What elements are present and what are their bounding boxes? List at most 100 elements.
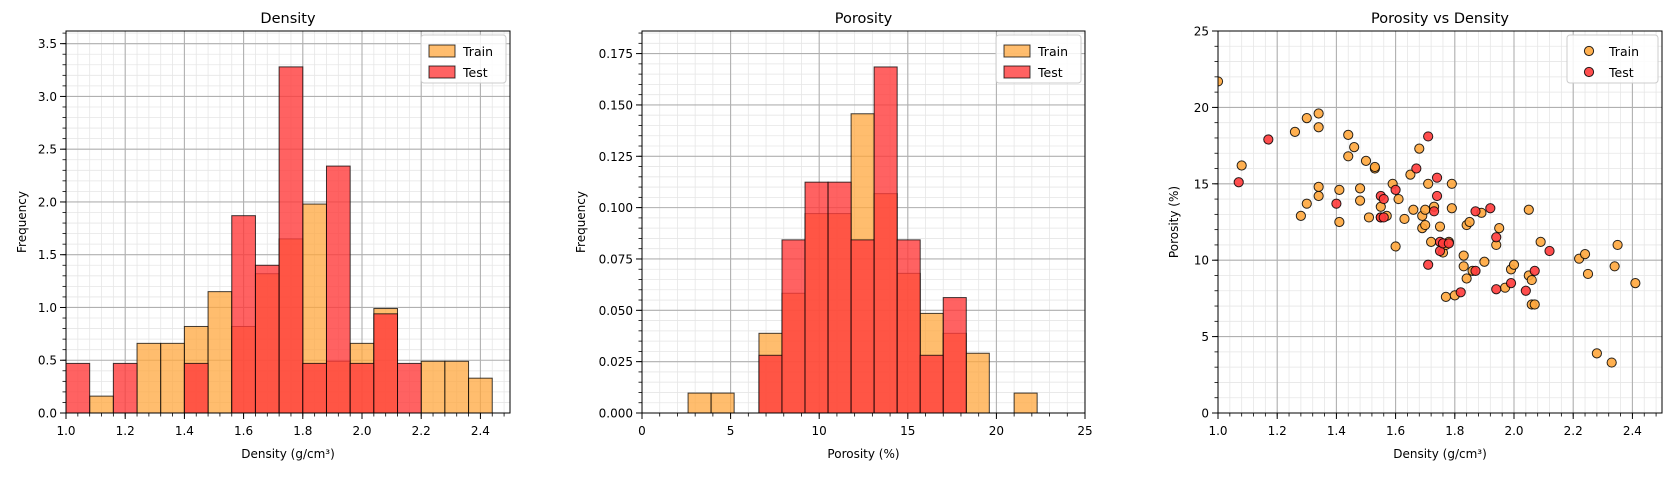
y-tick-label: 0.0 (38, 407, 57, 421)
test-legend-label: Test (462, 65, 488, 80)
x-tick-label: 2.0 (352, 424, 371, 438)
train-bar-11 (965, 352, 990, 413)
test-point-11 (1428, 206, 1440, 217)
y-axis-label: Frequency (15, 191, 29, 253)
y-axis-label: Porosity (%) (1167, 186, 1181, 258)
axes-frame (641, 30, 1086, 414)
train-point-35 (1423, 178, 1434, 189)
x-tick-label: 5 (727, 424, 735, 438)
train-point-68 (1591, 348, 1602, 359)
test-point-10 (1423, 259, 1434, 270)
x-tick-label: 25 (1077, 424, 1092, 438)
chart-title: Porosity (835, 11, 893, 27)
test-point-20 (1470, 265, 1481, 276)
train-legend-label: Train (462, 44, 493, 59)
test-bar-4 (850, 239, 875, 413)
train-point-11 (1334, 184, 1345, 196)
test-bar-6 (302, 362, 327, 413)
test-point-24 (1505, 278, 1517, 289)
train-legend-swatch (428, 44, 456, 58)
test-bar-5 (278, 66, 304, 413)
test-bar-9 (373, 313, 399, 413)
y-tick-label: 0.025 (599, 355, 633, 369)
test-bar-10 (397, 362, 422, 413)
y-tick-label: 10 (1194, 254, 1209, 268)
train-legend-label: Train (1608, 44, 1639, 59)
train-bar-0 (687, 392, 712, 413)
test-bar-7 (325, 165, 351, 413)
test-point-23 (1491, 232, 1502, 243)
test-bar-4 (254, 264, 280, 413)
x-axis-label: Density (g/cm³) (1393, 447, 1487, 461)
test-bar-0 (758, 354, 783, 413)
y-tick-label: 1.0 (38, 301, 57, 315)
y-tick-label: 25 (1194, 25, 1209, 39)
y-axis-label: Frequency (574, 191, 588, 253)
axes-frame (1217, 30, 1663, 414)
x-tick-label: 1.0 (1208, 424, 1227, 438)
test-bar-2 (804, 181, 829, 413)
y-tick-label: 1.5 (38, 248, 57, 262)
train-point-1 (1236, 160, 1247, 171)
train-point-18 (1363, 212, 1375, 223)
test-legend-swatch (1003, 65, 1031, 79)
train-point-3 (1295, 210, 1306, 221)
test-point-21 (1485, 203, 1496, 214)
y-tick-label: 0.100 (599, 201, 633, 215)
test-bar-0 (66, 362, 91, 413)
test-point-26 (1529, 265, 1540, 276)
train-point-20 (1369, 161, 1380, 173)
test-point-12 (1431, 190, 1443, 202)
test-point-5 (1378, 212, 1389, 223)
train-bar-4 (207, 291, 233, 413)
train-point-58 (1508, 259, 1520, 270)
train-point-30 (1414, 143, 1425, 154)
train-point-33 (1420, 219, 1431, 231)
test-bar-7 (919, 354, 944, 413)
train-point-72 (1630, 278, 1641, 289)
train-bar-2 (160, 342, 185, 413)
test-bar-6 (896, 239, 921, 413)
y-tick-label: 20 (1194, 101, 1209, 115)
train-point-46 (1458, 250, 1469, 261)
test-bar-1 (112, 362, 138, 413)
train-point-10 (1334, 216, 1345, 228)
train-bar-0 (89, 395, 114, 413)
train-point-4 (1301, 198, 1312, 209)
train-point-25 (1390, 241, 1401, 252)
train-legend-marker (1583, 45, 1595, 57)
train-point-28 (1405, 169, 1416, 180)
train-point-63 (1529, 299, 1540, 310)
train-point-12 (1343, 151, 1354, 162)
y-tick-label: 0.075 (599, 252, 633, 266)
y-tick-label: 0.150 (599, 98, 633, 112)
x-tick-label: 2.0 (1504, 424, 1523, 438)
x-tick-label: 1.8 (293, 424, 312, 438)
legend: Train Test (1566, 34, 1659, 84)
test-legend-label: Test (1037, 65, 1063, 80)
test-point-25 (1520, 285, 1531, 296)
data-marks (1218, 76, 1641, 368)
train-point-60 (1523, 204, 1534, 215)
test-point-18 (1455, 287, 1466, 298)
test-legend-marker (1583, 66, 1595, 78)
train-point-66 (1579, 248, 1591, 260)
y-tick-label: 0.175 (599, 47, 633, 61)
test-point-9 (1423, 131, 1434, 142)
x-tick-label: 2.2 (1564, 424, 1583, 438)
test-point-0 (1233, 177, 1244, 188)
train-point-34 (1420, 204, 1431, 215)
test-bar-8 (349, 362, 375, 413)
train-point-70 (1609, 261, 1620, 272)
test-point-7 (1390, 184, 1401, 196)
x-tick-label: 1.2 (116, 424, 135, 438)
train-legend-swatch (1003, 44, 1031, 58)
data-marks (687, 66, 1038, 413)
train-point-55 (1494, 223, 1505, 234)
test-point-22 (1491, 284, 1502, 295)
train-legend-label: Train (1037, 44, 1068, 59)
train-point-27 (1399, 213, 1410, 225)
porosity-vs-density-scatter-panel: 1.0 1.2 1.4 1.6 1.8 2.0 2.2 2.4 0 5 10 15 20 25 Porosi… (1167, 11, 1663, 461)
test-point-19 (1470, 206, 1481, 217)
